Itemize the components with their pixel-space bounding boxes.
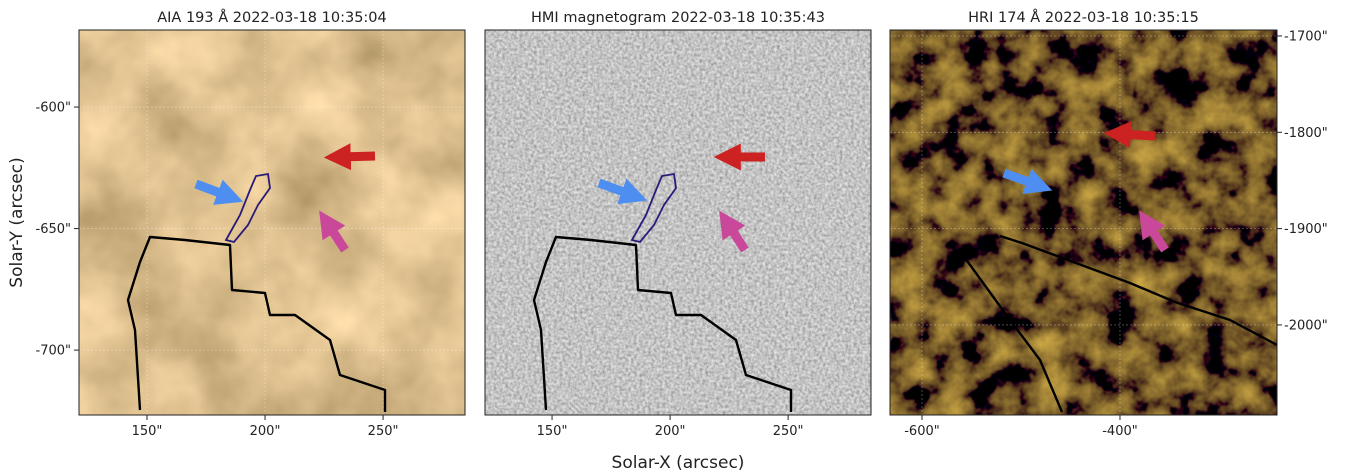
arrow	[323, 143, 376, 171]
panel-frame	[78, 29, 466, 416]
arrow	[1002, 168, 1053, 194]
panel-images	[79, 30, 1277, 415]
contour	[999, 234, 1278, 347]
y-tick-label: -1900"	[1284, 222, 1328, 237]
y-tick-label: -700"	[36, 344, 71, 359]
x-axis-label: Solar-X (arcsec)	[612, 453, 745, 473]
overlays	[126, 121, 1278, 413]
purple-contour	[630, 172, 677, 244]
hri-image	[890, 30, 1277, 415]
x-tick-label: 250"	[773, 424, 804, 439]
x-tick-label: -600"	[904, 424, 939, 439]
purple-contour	[224, 172, 271, 244]
x-tick-label: -400"	[1102, 424, 1137, 439]
y-tick-label: -650"	[36, 222, 71, 237]
contour	[126, 235, 387, 412]
x-tick-label: 250"	[368, 424, 399, 439]
y-tick-label: -1700"	[1284, 29, 1328, 44]
arrow	[319, 210, 349, 253]
arrow	[1103, 121, 1156, 149]
y-tick-label: -1800"	[1284, 126, 1328, 141]
arrow	[1139, 210, 1169, 253]
aia-image	[79, 30, 465, 415]
x-tick-label: 150"	[132, 424, 163, 439]
x-tick-label: 150"	[537, 424, 568, 439]
arrow	[597, 178, 648, 204]
panel-frame	[889, 29, 1278, 416]
y-axis-label: Solar-Y (arcsec)	[7, 157, 27, 287]
panel-title: HMI magnetogram 2022-03-18 10:35:43	[531, 10, 825, 26]
y-tick-label: -600"	[36, 101, 71, 116]
x-tick-label: 200"	[655, 424, 686, 439]
grid	[79, 30, 1277, 415]
y-tick-label: -2000"	[1284, 318, 1328, 333]
arrow	[194, 179, 244, 205]
panel-title: AIA 193 Å 2022-03-18 10:35:04	[157, 9, 387, 26]
arrow	[719, 210, 749, 253]
contour	[532, 235, 793, 412]
panel-frame	[484, 29, 872, 416]
panel-title: HRI 174 Å 2022-03-18 10:35:15	[968, 9, 1199, 26]
hmi-image	[485, 30, 871, 415]
x-tick-label: 200"	[250, 424, 281, 439]
contour	[964, 257, 1064, 413]
